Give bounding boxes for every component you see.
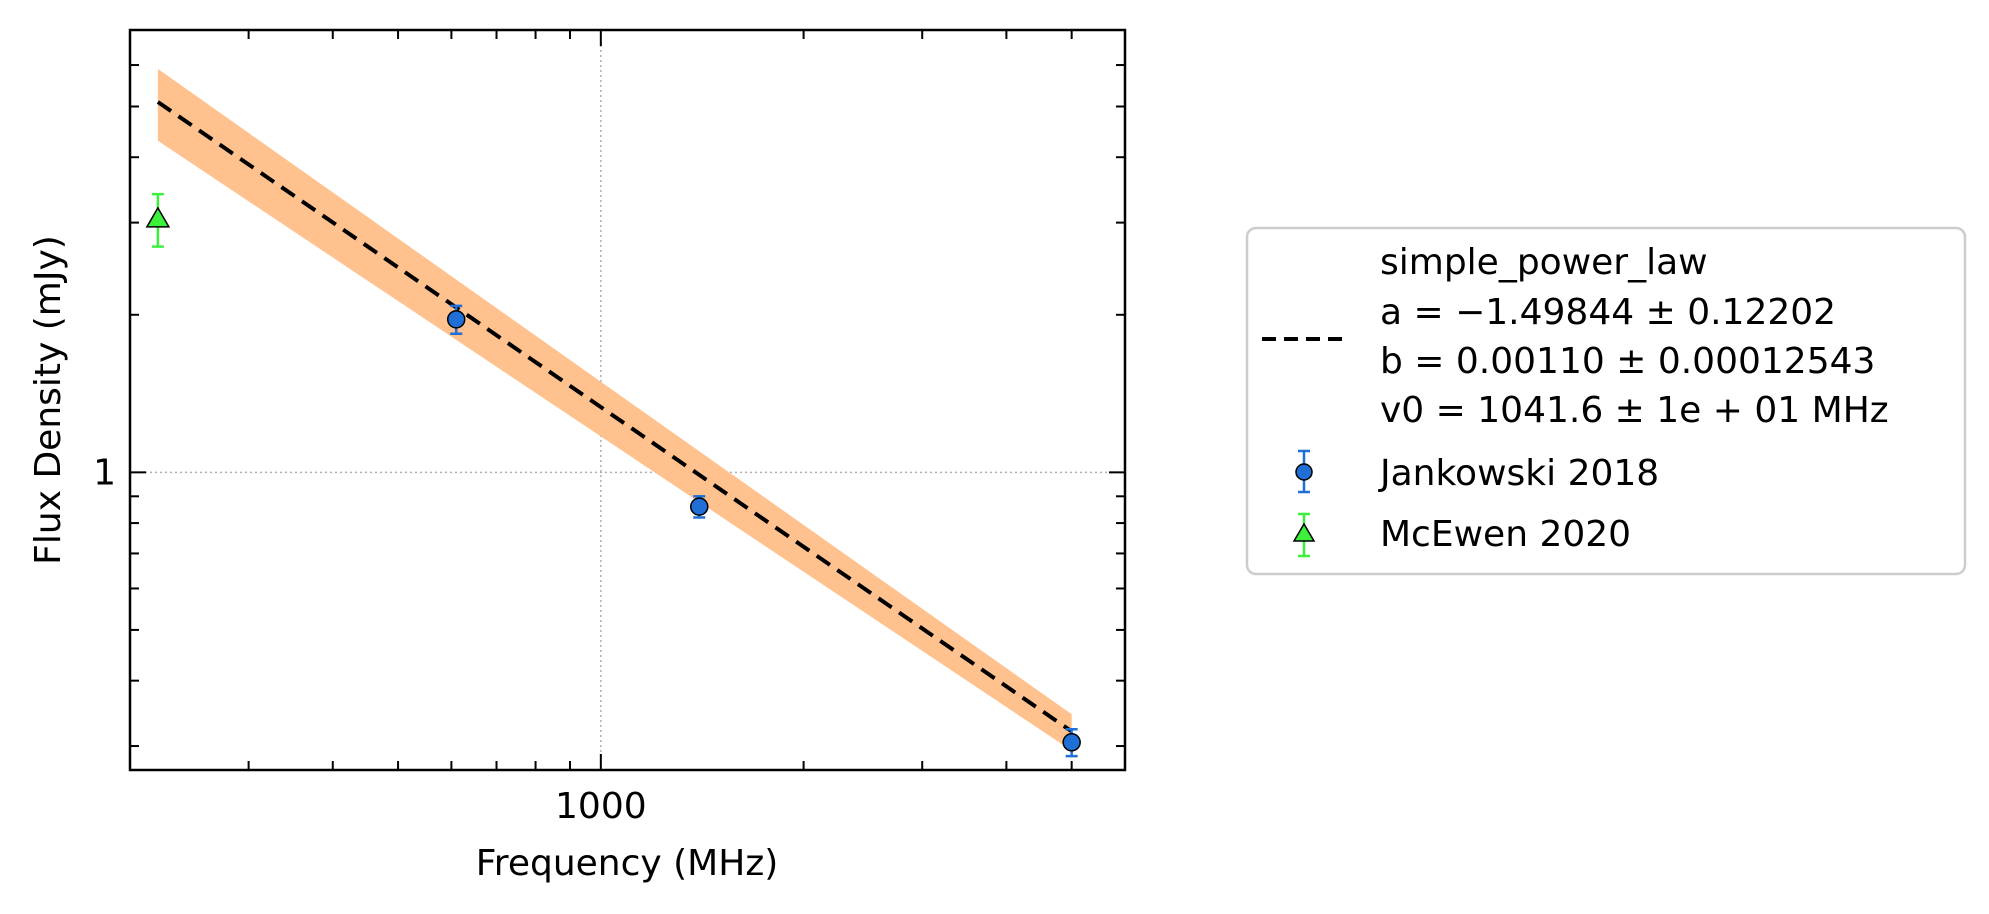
legend-fit-name: simple_power_law — [1380, 242, 1708, 283]
legend-series-mcewen: McEwen 2020 — [1380, 514, 1631, 555]
legend-frame — [1245, 226, 1967, 576]
fit-uncertainty-band — [157, 68, 1072, 751]
tick-labels: 1000 1 — [93, 452, 647, 827]
circle-marker — [690, 497, 709, 516]
fit-band-layer — [157, 68, 1072, 751]
legend-series-jankowski: Jankowski 2018 — [1378, 453, 1659, 494]
plot-frame — [128, 28, 1127, 772]
y-tick-label: 1 — [93, 452, 116, 493]
triangle-marker — [145, 206, 171, 228]
x-tick-label: 1000 — [555, 786, 647, 827]
data-point — [690, 495, 709, 519]
circle-marker — [1062, 733, 1081, 752]
x-axis-label: Frequency (MHz) — [476, 843, 779, 884]
legend: simple_power_law a = −1.49844 ± 0.12202 … — [1245, 226, 1967, 576]
data-point — [1062, 728, 1081, 758]
data-point — [145, 192, 171, 248]
legend-fit-param-a: a = −1.49844 ± 0.12202 — [1380, 292, 1836, 333]
legend-circle-marker-icon — [1295, 449, 1313, 494]
fit-line — [156, 100, 1073, 734]
data-points-layer — [145, 192, 1081, 758]
y-axis-label: Flux Density (mJy) — [28, 235, 69, 565]
legend-fit-param-v0: v0 = 1041.6 ± 1e + 01 MHz — [1380, 390, 1889, 431]
fit-line-layer — [156, 100, 1073, 734]
circle-marker — [446, 310, 466, 329]
data-point — [446, 304, 466, 335]
legend-fit-param-b: b = 0.00110 ± 0.00012543 — [1380, 341, 1875, 382]
legend-triangle-marker-icon — [1292, 512, 1316, 558]
